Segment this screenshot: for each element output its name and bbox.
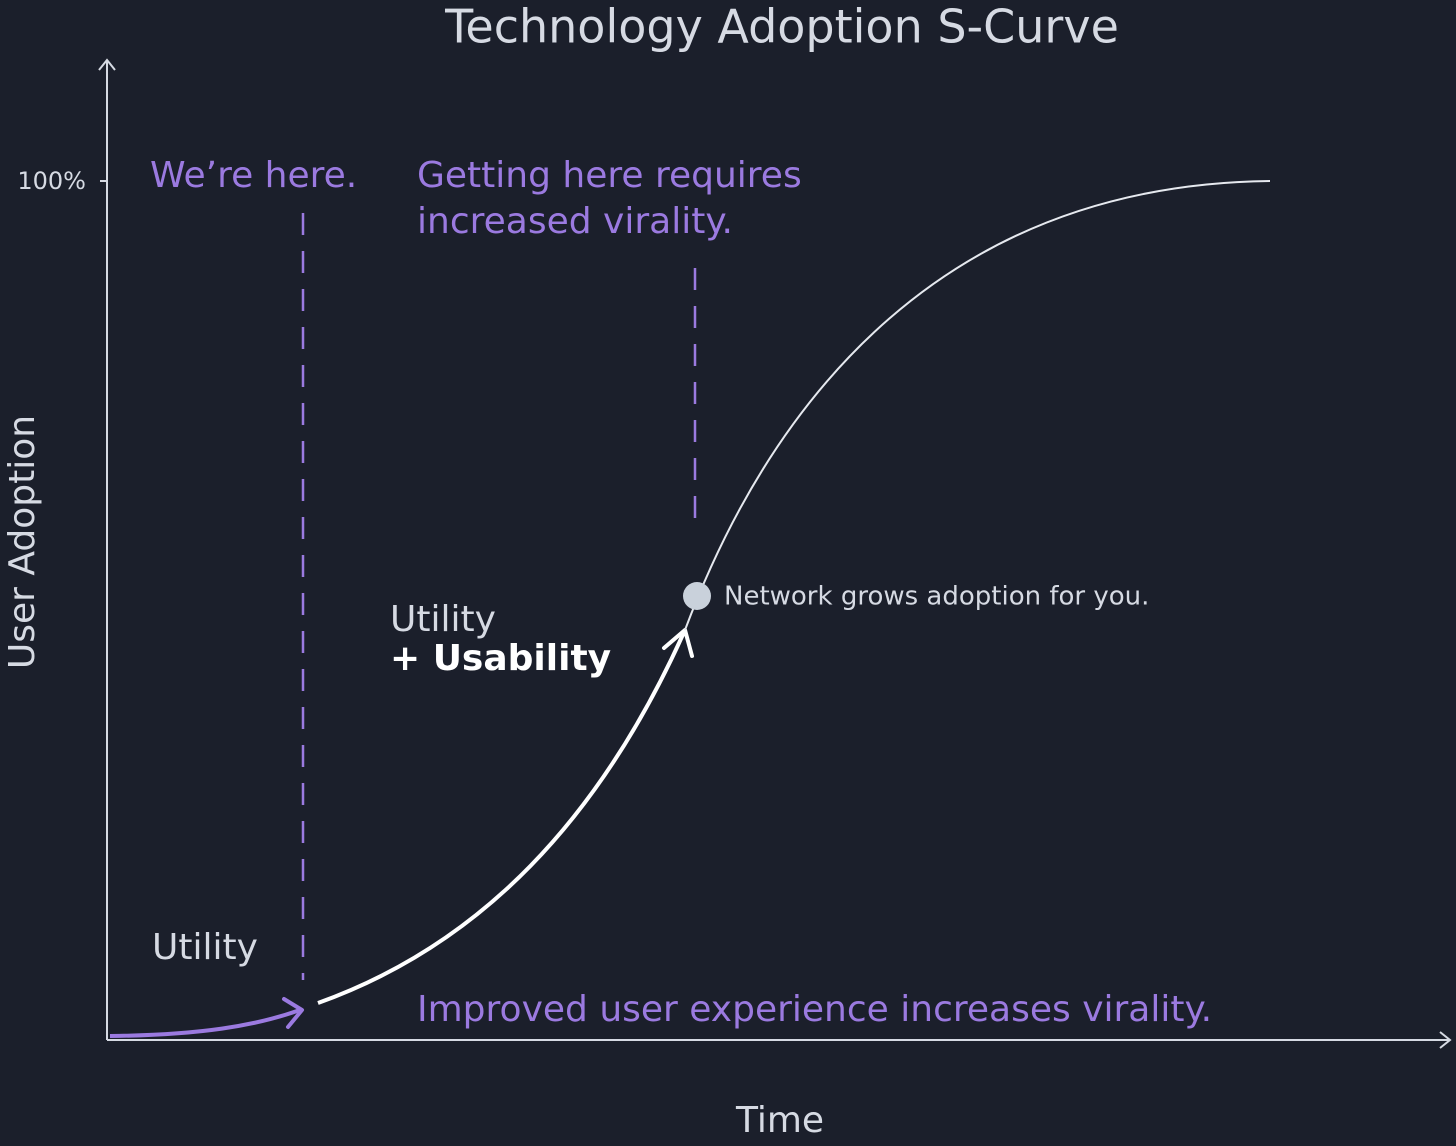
axes (98, 58, 1452, 1049)
network-point (683, 582, 711, 610)
current-label: We’re here. (150, 155, 357, 196)
stage-label: Utility (390, 599, 496, 640)
curve-early (109, 1008, 301, 1038)
arrowhead (282, 997, 304, 1029)
curve-late (684, 180, 1271, 631)
x-arrow (1439, 1031, 1452, 1049)
y-arrow (98, 58, 116, 71)
stage-label: Utility (152, 927, 258, 968)
title: Technology Adoption S-Curve (444, 0, 1119, 54)
target-label: increased virality. (417, 201, 733, 242)
stage-label: + Usability (390, 638, 611, 679)
y-tick-label: 100% (17, 167, 86, 195)
x-axis-label: Time (735, 1100, 824, 1141)
footer-note: Improved user experience increases viral… (417, 989, 1212, 1030)
y-axis-label: User Adoption (2, 415, 43, 669)
curve-growth (317, 629, 687, 1005)
network-label: Network grows adoption for you. (724, 582, 1149, 612)
target-label: Getting here requires (417, 155, 802, 196)
